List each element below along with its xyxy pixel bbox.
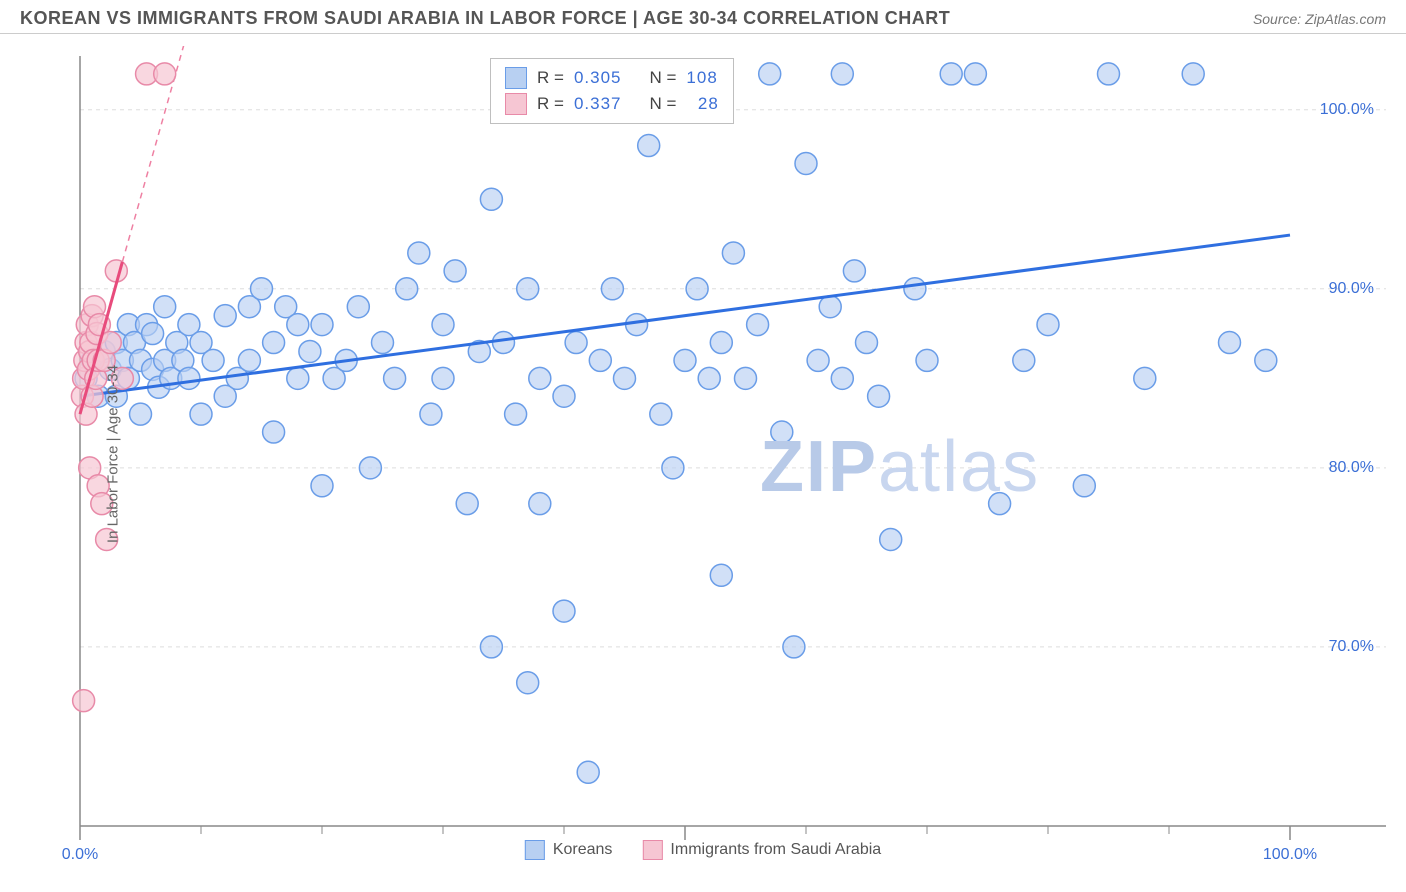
stats-swatch bbox=[505, 67, 527, 89]
stats-r-label: R = bbox=[537, 68, 564, 88]
stats-n-label: N = bbox=[649, 68, 676, 88]
stats-row: R = 0.305 N = 108 bbox=[505, 65, 719, 91]
correlation-stats-box: R = 0.305 N = 108 R = 0.337 N = 28 bbox=[490, 58, 734, 124]
stats-swatch bbox=[505, 93, 527, 115]
chart-area: In Labor Force | Age 30-34 ZIPatlas R =0… bbox=[20, 46, 1386, 862]
chart-source: Source: ZipAtlas.com bbox=[1253, 11, 1386, 27]
chart-header: KOREAN VS IMMIGRANTS FROM SAUDI ARABIA I… bbox=[0, 0, 1406, 34]
legend-label: Koreans bbox=[553, 841, 613, 858]
stats-n-value: 108 bbox=[686, 68, 717, 88]
legend-item: Koreans bbox=[525, 840, 613, 860]
stats-n-label: N = bbox=[649, 94, 676, 114]
stats-r-value: 0.337 bbox=[574, 94, 622, 114]
x-tick-label: 100.0% bbox=[1263, 846, 1317, 864]
legend-swatch bbox=[642, 840, 662, 860]
y-tick-label: 90.0% bbox=[1329, 280, 1374, 298]
x-tick-label: 0.0% bbox=[62, 846, 98, 864]
legend: Koreans Immigrants from Saudi Arabia bbox=[525, 840, 881, 860]
y-tick-label: 80.0% bbox=[1329, 459, 1374, 477]
scatter-plot bbox=[20, 46, 1386, 866]
y-axis-label: In Labor Force | Age 30-34 bbox=[105, 365, 122, 543]
legend-swatch bbox=[525, 840, 545, 860]
chart-title: KOREAN VS IMMIGRANTS FROM SAUDI ARABIA I… bbox=[20, 8, 950, 29]
stats-row: R = 0.337 N = 28 bbox=[505, 91, 719, 117]
y-tick-label: 70.0% bbox=[1329, 638, 1374, 656]
legend-label: Immigrants from Saudi Arabia bbox=[670, 841, 881, 858]
stats-r-label: R = bbox=[537, 94, 564, 114]
stats-r-value: 0.305 bbox=[574, 68, 622, 88]
stats-n-value: 28 bbox=[686, 94, 718, 114]
y-tick-label: 100.0% bbox=[1320, 101, 1374, 119]
legend-item: Immigrants from Saudi Arabia bbox=[642, 840, 881, 860]
